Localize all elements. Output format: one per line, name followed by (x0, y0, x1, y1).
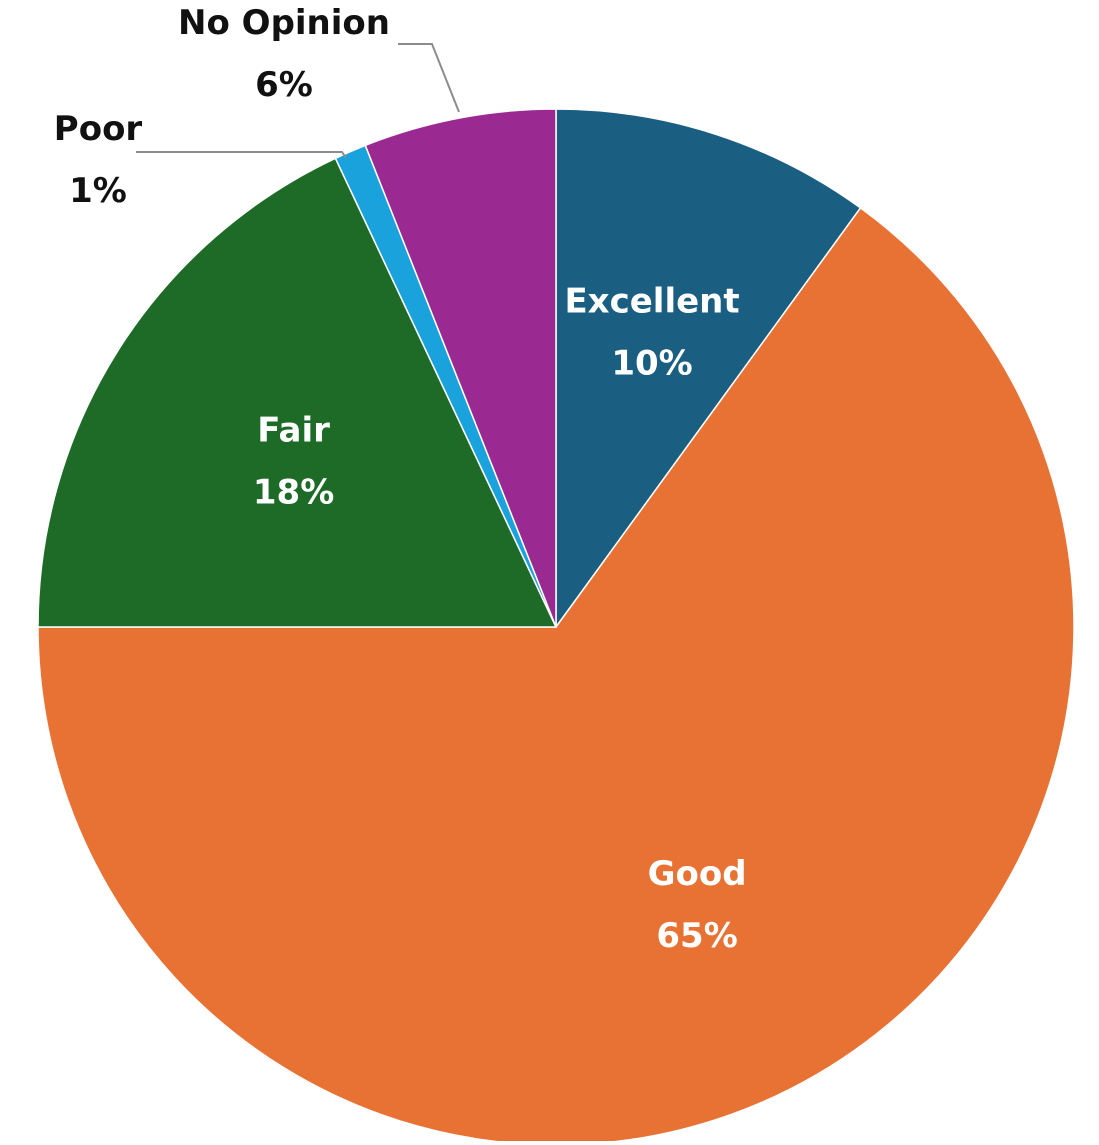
pie-slice-excellent (555, 108, 862, 630)
leader-line-poor (136, 151, 347, 159)
pie-slice-good (37, 206, 1075, 1145)
slice-percent-no-opinion: 6% (255, 65, 313, 105)
slice-label-excellent: Excellent (564, 281, 739, 321)
slice-percent-poor: 1% (69, 171, 127, 211)
slice-percent-excellent: 10% (611, 343, 692, 383)
labels-layer: Excellent 10% Good 65% Fair 18% Poor 1% No Opini… (54, 3, 747, 956)
slices-layer (37, 108, 1075, 1145)
slice-label-no-opinion: No Opinion (178, 3, 390, 43)
leader-lines-layer (136, 43, 460, 159)
slice-percent-good: 65% (656, 916, 737, 956)
slice-percent-fair: 18% (253, 472, 334, 512)
leader-line-no-opinion (398, 43, 460, 113)
pie-slice-no-opinion (364, 108, 557, 628)
slice-label-poor: Poor (54, 109, 143, 149)
slice-label-fair: Fair (257, 410, 330, 450)
pie-slice-fair (37, 157, 558, 628)
slice-label-good: Good (648, 854, 747, 894)
